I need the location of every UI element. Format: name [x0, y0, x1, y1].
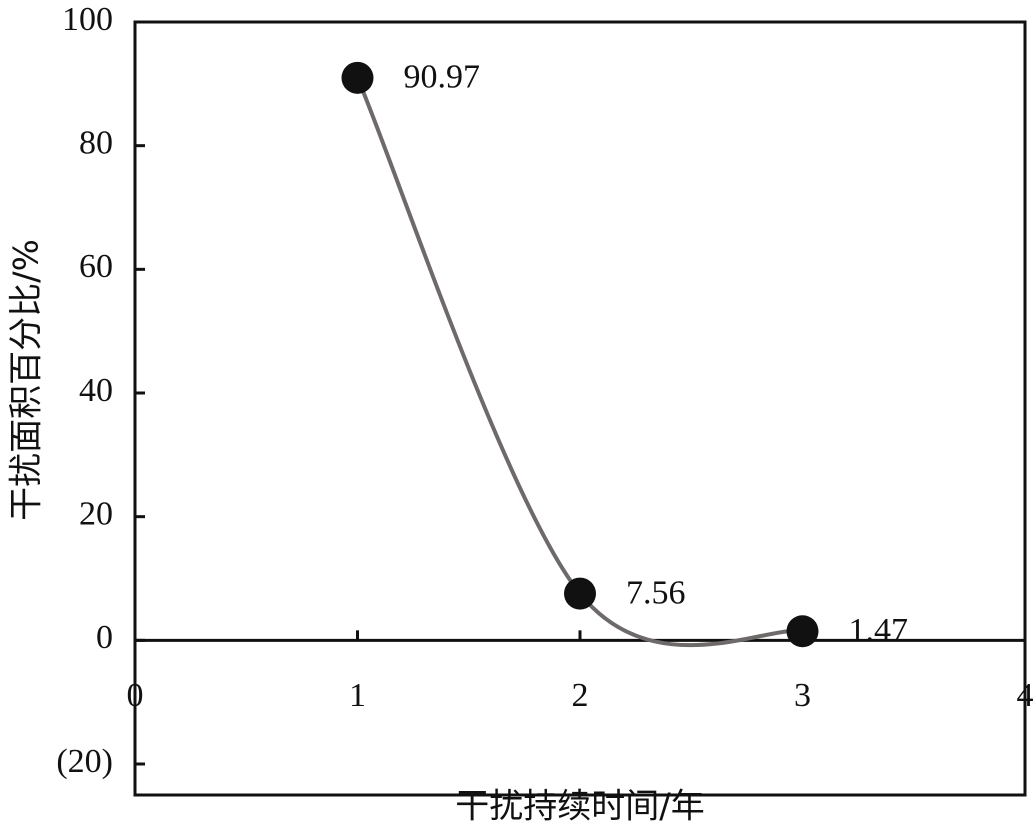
- plot-frame: [133, 20, 1027, 797]
- y-tick-label: 0: [96, 619, 113, 656]
- x-tick-label: 4: [1017, 677, 1034, 714]
- x-tick-label: 1: [349, 677, 366, 714]
- data-label: 90.97: [404, 59, 481, 96]
- x-tick-label: 0: [127, 677, 144, 714]
- x-tick-label: 2: [572, 677, 589, 714]
- data-point: [564, 577, 596, 610]
- y-tick-label: (20): [56, 743, 113, 780]
- y-tick-label: 100: [62, 1, 113, 38]
- data-point: [341, 61, 374, 94]
- y-tick-label: 20: [79, 495, 113, 532]
- data-point: [786, 615, 819, 648]
- y-axis-title: 干扰面积百分比/%: [7, 239, 47, 521]
- y-tick-label: 40: [79, 372, 113, 409]
- series-line: [355, 77, 803, 648]
- data-label: 1.47: [849, 612, 909, 649]
- data-label: 7.56: [626, 574, 686, 611]
- y-tick-label: 60: [79, 248, 113, 285]
- x-axis-title: 干扰持续时间/年: [455, 787, 704, 827]
- x-tick-label: 3: [794, 677, 811, 714]
- y-tick-label: 80: [79, 124, 113, 161]
